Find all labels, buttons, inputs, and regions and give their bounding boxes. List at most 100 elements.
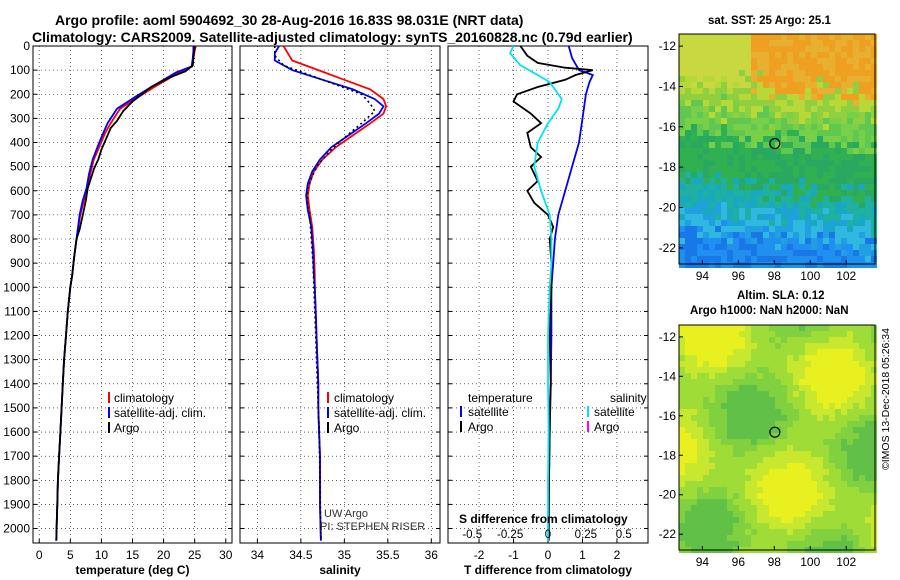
map-cell (745, 355, 751, 361)
map-cell (703, 148, 709, 154)
map-cell (691, 130, 697, 136)
map-cell (859, 214, 865, 220)
map-cell (811, 106, 817, 112)
map-cell (787, 535, 793, 541)
map-cell (775, 166, 781, 172)
map-cell (793, 112, 799, 118)
map-cell (709, 76, 715, 82)
map-cell (715, 379, 721, 385)
map-cell (871, 112, 877, 118)
map-cell (853, 34, 859, 40)
map-cell (817, 415, 823, 421)
map-cell (751, 202, 757, 208)
map-cell (775, 331, 781, 337)
map-cell (691, 202, 697, 208)
map-cell (757, 487, 763, 493)
map-cell (847, 367, 853, 373)
map-cell (721, 106, 727, 112)
map-cell (697, 325, 703, 331)
map-cell (823, 166, 829, 172)
map-cell (727, 535, 733, 541)
map-cell (871, 475, 877, 481)
map-cell (703, 220, 709, 226)
map-cell (721, 517, 727, 523)
map-cell (829, 196, 835, 202)
map-cell (775, 349, 781, 355)
map-cell (727, 238, 733, 244)
map-cell (715, 94, 721, 100)
map-cell (715, 262, 721, 268)
map-cell (739, 379, 745, 385)
map-cell (805, 499, 811, 505)
map-cell (703, 433, 709, 439)
map-cell (835, 439, 841, 445)
map-cell (859, 379, 865, 385)
map-cell (769, 58, 775, 64)
map-cell (721, 373, 727, 379)
map-cell (733, 46, 739, 52)
map-cell (865, 325, 871, 331)
map-cell (835, 136, 841, 142)
map-cell (703, 499, 709, 505)
map-cell (847, 178, 853, 184)
map-cell (727, 451, 733, 457)
map-cell (781, 166, 787, 172)
map-cell (823, 250, 829, 256)
map-cell (757, 250, 763, 256)
map-cell (853, 481, 859, 487)
map-cell (703, 64, 709, 70)
map-cell (709, 250, 715, 256)
series-line-climatology (55, 45, 197, 541)
map-cell (835, 481, 841, 487)
map-cell (691, 463, 697, 469)
map-cell (853, 262, 859, 268)
map-cell (823, 118, 829, 124)
map-cell (823, 232, 829, 238)
map-cell (835, 475, 841, 481)
map-cell (865, 379, 871, 385)
map-cell (709, 523, 715, 529)
map-cell (811, 535, 817, 541)
map-cell (679, 148, 685, 154)
map-cell (727, 331, 733, 337)
map-cell (835, 331, 841, 337)
map-cell (799, 196, 805, 202)
map-cell (823, 325, 829, 331)
map-cell (811, 421, 817, 427)
map-cell (865, 172, 871, 178)
map-cell (745, 487, 751, 493)
map-cell (679, 337, 685, 343)
map-cell (817, 445, 823, 451)
map-cell (853, 325, 859, 331)
map-cell (811, 337, 817, 343)
map-cell (727, 148, 733, 154)
map-cell (847, 112, 853, 118)
map-cell (715, 34, 721, 40)
map-cell (781, 214, 787, 220)
map-cell (781, 529, 787, 535)
map-cell (769, 52, 775, 58)
map-cell (685, 118, 691, 124)
map-cell (727, 124, 733, 130)
sla-map: 94 96 98 100 102-12-14-16-18-20-22 (659, 324, 877, 569)
map-cell (865, 184, 871, 190)
map-cell (811, 403, 817, 409)
map-cell (805, 523, 811, 529)
map-cell (685, 58, 691, 64)
map-cell (793, 409, 799, 415)
map-cell (823, 52, 829, 58)
map-cell (769, 262, 775, 268)
map-cell (703, 76, 709, 82)
map-cell (853, 178, 859, 184)
map-cell (745, 136, 751, 142)
map-cell (703, 88, 709, 94)
map-cell (727, 184, 733, 190)
map-cell (847, 337, 853, 343)
map-cell (841, 130, 847, 136)
map-cell (751, 433, 757, 439)
map-cell (823, 88, 829, 94)
map-cell (823, 475, 829, 481)
map-cell (769, 481, 775, 487)
map-cell (739, 202, 745, 208)
map-cell (679, 451, 685, 457)
